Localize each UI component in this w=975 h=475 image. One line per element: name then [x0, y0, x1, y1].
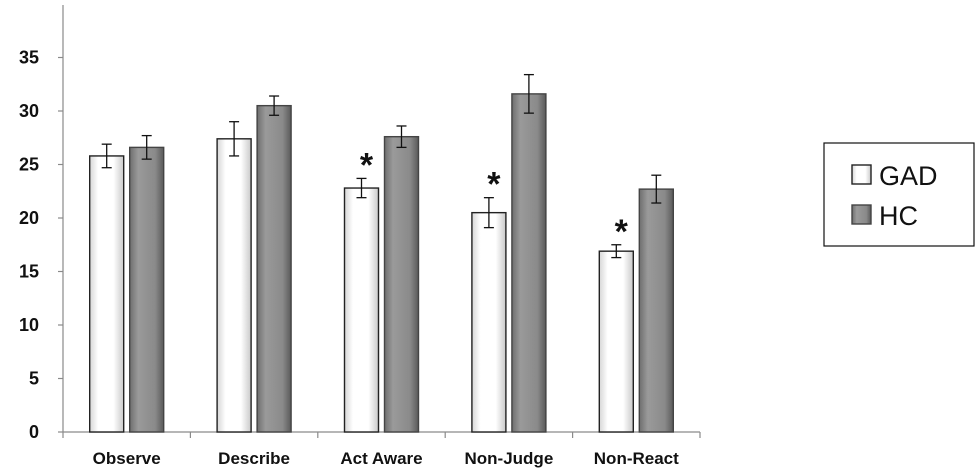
legend-swatch-hc — [851, 204, 872, 225]
y-tick-label: 10 — [19, 315, 39, 335]
bar-hc — [638, 188, 674, 433]
chart-bars — [88, 73, 674, 433]
bar-gad — [343, 187, 380, 433]
chart-labels: Observe Describe * Act Aware * Non-Judge * Non-… — [93, 146, 679, 468]
y-tick-label: 5 — [29, 369, 39, 389]
legend-box — [823, 142, 975, 247]
bar-hc — [383, 135, 420, 433]
chart-axes: 0 5 10 15 20 25 30 35 — [19, 5, 701, 442]
bar-gad — [88, 155, 125, 433]
significance-marker: * — [487, 166, 501, 204]
y-tick-label: 20 — [19, 208, 39, 228]
bar-hc — [128, 146, 165, 433]
x-tick-label: Non-Judge — [465, 449, 554, 468]
y-tick-label: 15 — [19, 262, 39, 282]
bar-gad — [471, 211, 507, 433]
bar-hc — [256, 104, 292, 433]
x-tick-label: Non-React — [594, 449, 679, 468]
chart-legend: GAD HC — [823, 142, 975, 247]
legend-label-hc: HC — [879, 201, 918, 231]
x-tick-label: Act Aware — [340, 449, 422, 468]
bar-hc — [511, 93, 547, 433]
bar-gad — [216, 138, 252, 433]
significance-marker: * — [615, 213, 629, 251]
y-tick-label: 25 — [19, 155, 39, 175]
y-tick-label: 35 — [19, 48, 39, 68]
significance-marker: * — [360, 146, 374, 184]
y-tick-label: 0 — [29, 422, 39, 442]
x-tick-label: Observe — [93, 449, 161, 468]
legend-swatch-gad — [851, 164, 872, 185]
legend-label-gad: GAD — [879, 161, 938, 191]
y-tick-label: 30 — [19, 101, 39, 121]
bar-gad — [598, 250, 634, 433]
x-tick-label: Describe — [218, 449, 290, 468]
